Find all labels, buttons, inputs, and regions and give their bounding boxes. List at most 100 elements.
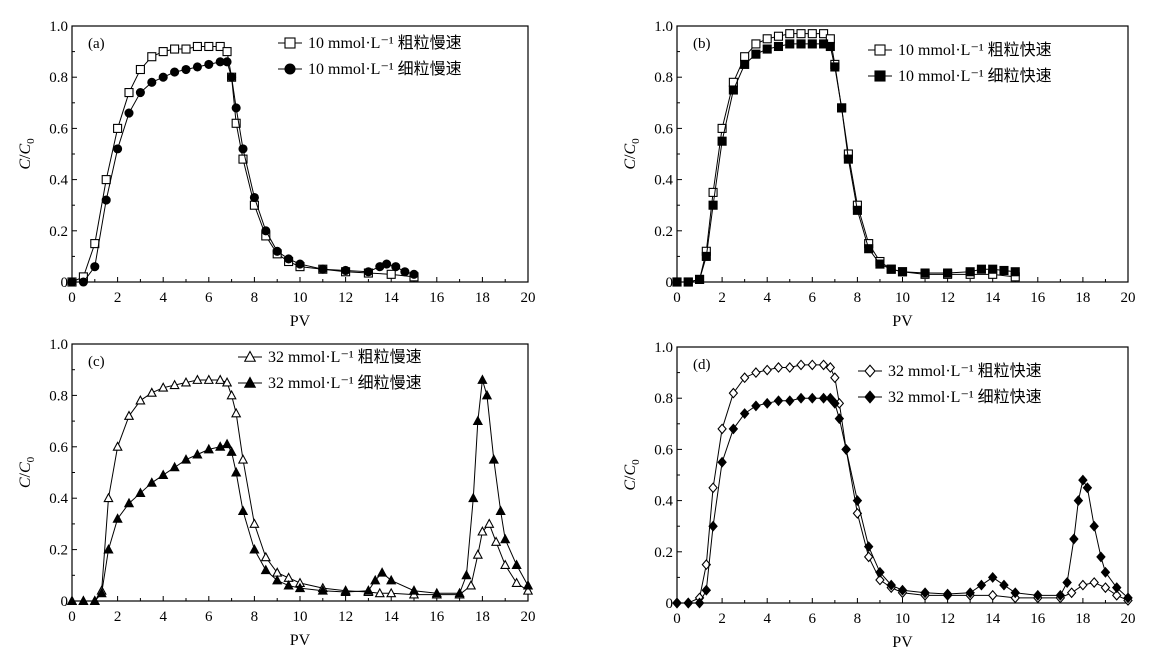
legend-label: 32 mmol·L⁻¹ 细粒慢速 bbox=[268, 374, 422, 392]
x-tick-label: 20 bbox=[521, 609, 536, 625]
data-point bbox=[807, 359, 818, 371]
x-tick-label: 4 bbox=[763, 611, 771, 627]
panel-b: 0 2 4 6 8 10 12 14 16 18 20 0 0.2 0.4 0.6 0.8 1.0 PV C/C0 (… bbox=[622, 19, 1136, 330]
y-tick-label: 0 bbox=[666, 275, 674, 291]
y-axis-label: C/C0 bbox=[17, 138, 37, 170]
data-point bbox=[124, 108, 134, 118]
panel-label: (a) bbox=[88, 36, 105, 52]
y-tick-label: 1.0 bbox=[654, 340, 673, 356]
data-point bbox=[1123, 592, 1133, 604]
data-point bbox=[484, 518, 495, 528]
data-point bbox=[965, 587, 975, 599]
data-point bbox=[852, 205, 862, 215]
data-point bbox=[123, 410, 135, 420]
y-tick-label: 0.4 bbox=[49, 491, 68, 507]
legend-marker bbox=[243, 350, 257, 362]
data-point bbox=[830, 62, 840, 72]
x-tick-label: 4 bbox=[763, 290, 771, 306]
data-point bbox=[819, 29, 829, 39]
data-point bbox=[1066, 587, 1077, 599]
data-point bbox=[701, 251, 711, 261]
data-point bbox=[147, 52, 157, 62]
series-2 bbox=[67, 57, 419, 287]
data-point bbox=[477, 374, 488, 384]
data-point bbox=[180, 454, 192, 464]
legend-label: 10 mmol·L⁻¹ 粗粒慢速 bbox=[308, 34, 462, 52]
x-axis-label: PV bbox=[290, 632, 311, 649]
data-point bbox=[740, 52, 750, 62]
data-point bbox=[222, 47, 232, 57]
data-point bbox=[825, 362, 836, 373]
data-point bbox=[728, 85, 738, 95]
data-point bbox=[283, 580, 294, 590]
data-point bbox=[231, 466, 242, 477]
legend-marker bbox=[284, 37, 296, 49]
data-point bbox=[67, 277, 77, 287]
legend-marker bbox=[864, 364, 876, 378]
data-point bbox=[773, 395, 784, 407]
data-point bbox=[1096, 551, 1106, 563]
x-tick-label: 20 bbox=[1121, 290, 1136, 306]
data-point bbox=[773, 41, 784, 52]
data-point bbox=[807, 392, 818, 404]
data-point bbox=[221, 376, 233, 387]
legend-label: 32 mmol·L⁻¹ 粗粒慢速 bbox=[268, 348, 422, 366]
x-tick-label: 8 bbox=[854, 611, 862, 627]
data-point bbox=[135, 394, 146, 405]
x-tick-label: 20 bbox=[1121, 611, 1136, 627]
data-point bbox=[454, 587, 465, 598]
data-point bbox=[942, 588, 953, 600]
y-tick-label: 0.6 bbox=[49, 440, 68, 456]
data-point bbox=[66, 595, 78, 605]
x-tick-label: 2 bbox=[114, 609, 122, 625]
data-point bbox=[231, 118, 241, 128]
data-point bbox=[192, 62, 202, 72]
data-point bbox=[500, 533, 511, 544]
data-point bbox=[522, 580, 534, 590]
x-tick-label: 8 bbox=[251, 290, 259, 306]
data-point bbox=[762, 397, 772, 409]
data-point bbox=[708, 482, 718, 494]
data-point bbox=[215, 441, 226, 451]
data-point bbox=[318, 264, 328, 274]
data-point bbox=[409, 269, 419, 279]
data-point bbox=[89, 595, 100, 605]
data-point bbox=[988, 264, 998, 274]
data-point bbox=[340, 586, 351, 596]
x-axis-label: PV bbox=[892, 634, 913, 651]
data-point bbox=[101, 175, 111, 185]
series-line bbox=[71, 45, 415, 283]
data-point bbox=[203, 443, 214, 454]
legend-label: 10 mmol·L⁻¹ 细粒慢速 bbox=[308, 60, 462, 78]
series-line bbox=[72, 61, 415, 283]
x-tick-label: 12 bbox=[940, 290, 955, 306]
x-tick-label: 18 bbox=[1075, 290, 1090, 306]
data-point bbox=[386, 587, 397, 598]
x-tick-label: 6 bbox=[809, 290, 817, 306]
data-point bbox=[785, 395, 795, 407]
data-point bbox=[875, 566, 885, 578]
x-tick-label: 18 bbox=[1075, 611, 1090, 627]
data-point bbox=[169, 379, 180, 390]
x-tick-label: 20 bbox=[521, 290, 536, 306]
data-point bbox=[807, 29, 817, 39]
data-point bbox=[825, 41, 835, 52]
y-tick-label: 0.6 bbox=[49, 121, 68, 137]
data-point bbox=[294, 582, 306, 593]
data-point bbox=[1078, 579, 1088, 591]
data-point bbox=[238, 144, 248, 154]
data-point bbox=[370, 574, 381, 585]
data-point bbox=[376, 567, 388, 577]
data-point bbox=[227, 72, 237, 82]
data-point bbox=[920, 268, 930, 278]
y-tick-label: 0.2 bbox=[654, 545, 673, 561]
y-tick-label: 0 bbox=[61, 275, 69, 291]
data-point bbox=[841, 443, 851, 455]
data-point bbox=[683, 277, 693, 287]
data-point bbox=[158, 469, 169, 480]
data-point bbox=[751, 39, 761, 49]
x-tick-label: 8 bbox=[251, 609, 259, 625]
data-point bbox=[317, 585, 328, 595]
data-point bbox=[728, 77, 738, 87]
x-tick-label: 4 bbox=[159, 290, 167, 306]
